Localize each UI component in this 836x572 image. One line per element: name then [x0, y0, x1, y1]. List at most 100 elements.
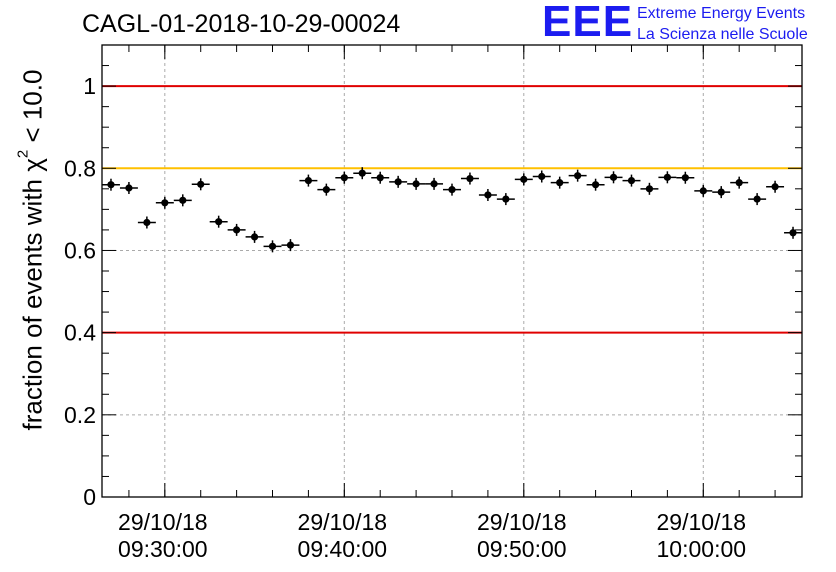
data-point-marker — [466, 174, 474, 183]
data-point-marker — [125, 184, 133, 192]
data-point — [191, 178, 210, 191]
data-point — [425, 177, 444, 190]
data-points — [102, 167, 802, 253]
data-point — [514, 173, 533, 186]
data-point — [335, 171, 354, 184]
data-point-marker — [717, 188, 725, 196]
data-point-marker — [250, 233, 259, 241]
data-point-marker — [681, 174, 689, 182]
data-point — [658, 171, 677, 184]
y-tick-label: 0.8 — [64, 155, 96, 181]
data-point-marker — [502, 195, 510, 203]
data-point — [263, 240, 282, 253]
x-tick-label-time: 09:30:00 — [118, 536, 208, 562]
y-axis-title-suffix: < 10.0 — [17, 69, 48, 150]
grid-lines — [102, 45, 802, 497]
data-point-marker — [627, 177, 636, 185]
y-axis-title-sup: 2 — [14, 149, 32, 159]
data-point — [730, 176, 749, 189]
x-tick-label-time: 09:50:00 — [477, 536, 567, 562]
data-point-marker — [376, 174, 384, 182]
data-point — [478, 188, 497, 201]
data-point — [102, 178, 120, 191]
data-point — [209, 215, 228, 228]
data-point — [245, 230, 264, 243]
data-point-marker — [753, 195, 761, 203]
data-point — [119, 181, 138, 194]
data-point — [353, 167, 372, 180]
data-point-marker — [197, 180, 205, 188]
data-point-marker — [699, 187, 707, 195]
data-point — [389, 175, 408, 188]
x-tick-label-date: 29/10/18 — [477, 509, 567, 535]
data-point-marker — [735, 179, 743, 187]
data-point — [784, 226, 802, 239]
data-point-marker — [233, 226, 241, 234]
data-point-marker — [771, 183, 779, 191]
x-tick-label-time: 09:40:00 — [298, 536, 388, 562]
data-point-marker — [430, 180, 438, 188]
data-point — [712, 186, 731, 199]
data-point-marker — [394, 178, 402, 186]
data-point — [586, 178, 605, 191]
data-point-marker — [538, 172, 546, 181]
tick-labels: 00.20.40.60.8129/10/1809:30:0029/10/1809… — [64, 73, 746, 562]
data-point — [604, 171, 623, 184]
data-point — [496, 193, 515, 206]
data-point — [766, 180, 785, 193]
data-point — [443, 183, 461, 196]
x-tick-label-date: 29/10/18 — [298, 509, 388, 535]
data-point-marker — [358, 169, 366, 177]
x-tick-label-time: 10:00:00 — [657, 536, 747, 562]
data-point-marker — [215, 218, 223, 226]
data-point — [694, 184, 713, 197]
x-tick-label-date: 29/10/18 — [657, 509, 747, 535]
data-point — [299, 174, 318, 187]
plot-title: CAGL-01-2018-10-29-00024 — [82, 10, 401, 38]
data-point — [173, 194, 192, 207]
eee-logo: EEE — [542, 0, 634, 46]
y-tick-label: 1 — [83, 73, 96, 99]
data-point — [371, 171, 390, 184]
data-point — [640, 182, 659, 195]
data-point — [622, 174, 641, 187]
data-point-marker — [268, 242, 277, 250]
data-point-marker — [663, 173, 671, 181]
data-point-marker — [286, 241, 295, 249]
data-point — [676, 171, 695, 184]
data-point — [407, 177, 426, 190]
data-point-marker — [789, 229, 797, 237]
data-point-marker — [412, 180, 420, 188]
data-point — [550, 176, 569, 189]
y-tick-label: 0.2 — [64, 402, 96, 428]
y-tick-label: 0.4 — [64, 320, 96, 346]
data-point — [748, 193, 767, 206]
y-tick-label: 0.6 — [64, 237, 96, 263]
data-point-marker — [645, 185, 654, 193]
logo-line-2: La Scienza nelle Scuole — [637, 26, 808, 43]
data-point-marker — [591, 181, 600, 189]
data-point — [227, 223, 246, 236]
data-point-marker — [161, 199, 169, 207]
x-tick-label-date: 29/10/18 — [118, 509, 208, 535]
data-point — [460, 172, 479, 185]
data-point-marker — [448, 186, 456, 194]
data-point-marker — [322, 186, 330, 194]
y-axis-title-prefix: fraction of events with χ — [17, 158, 48, 431]
data-point — [281, 239, 300, 252]
data-point-marker — [609, 173, 618, 181]
data-point-marker — [574, 172, 582, 180]
data-point-marker — [107, 181, 115, 189]
data-point-marker — [340, 174, 348, 182]
data-point-marker — [520, 175, 528, 183]
axis-ticks — [102, 44, 802, 498]
reference-lines — [102, 85, 802, 334]
data-point-marker — [304, 177, 313, 185]
data-point-marker — [179, 196, 187, 204]
data-point — [155, 196, 174, 209]
data-point — [568, 169, 587, 182]
data-point-marker — [556, 179, 564, 187]
plot-frame — [101, 44, 803, 498]
data-point-marker — [484, 191, 492, 199]
